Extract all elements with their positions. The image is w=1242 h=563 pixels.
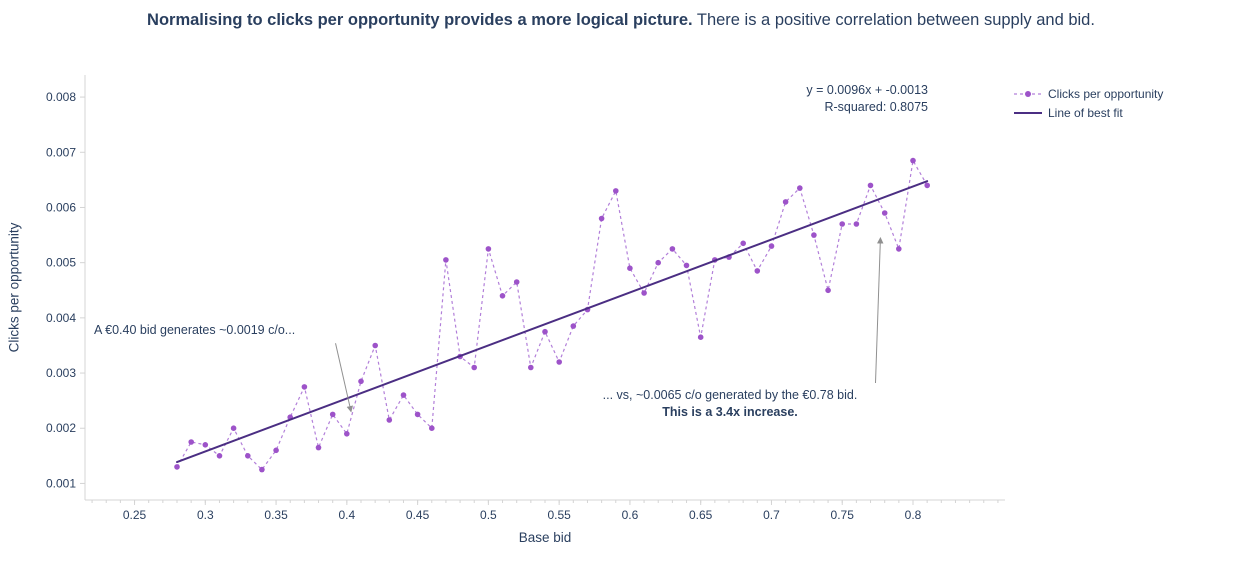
svg-text:0.6: 0.6 bbox=[622, 508, 639, 522]
svg-text:0.65: 0.65 bbox=[689, 508, 713, 522]
svg-text:0.001: 0.001 bbox=[46, 476, 76, 490]
svg-text:0.003: 0.003 bbox=[46, 366, 76, 380]
chart-title-emphasis: Normalising to clicks per opportunity pr… bbox=[147, 11, 693, 29]
best-fit-stats-annotation: y = 0.0096x + -0.0013 R-squared: 0.8075 bbox=[806, 82, 928, 116]
svg-text:0.008: 0.008 bbox=[46, 90, 76, 104]
svg-text:0.75: 0.75 bbox=[831, 508, 855, 522]
legend-item-line-of-best-fit[interactable]: Line of best fit bbox=[1013, 103, 1163, 122]
svg-text:0.45: 0.45 bbox=[406, 508, 430, 522]
low-bid-annotation: A €0.40 bid generates ~0.0019 c/o... bbox=[94, 323, 296, 337]
svg-text:0.007: 0.007 bbox=[46, 145, 76, 159]
legend-label-clicks-per-opportunity: Clicks per opportunity bbox=[1048, 86, 1164, 101]
svg-text:0.55: 0.55 bbox=[547, 508, 571, 522]
svg-text:0.25: 0.25 bbox=[123, 508, 147, 522]
legend: Clicks per opportunity Line of best fit bbox=[1013, 84, 1163, 122]
svg-text:0.3: 0.3 bbox=[197, 508, 214, 522]
legend-item-clicks-per-opportunity[interactable]: Clicks per opportunity bbox=[1013, 84, 1163, 103]
svg-text:0.005: 0.005 bbox=[46, 256, 76, 270]
dashed-line-marker-swatch-icon bbox=[1014, 90, 1042, 97]
chart-title: Normalising to clicks per opportunity pr… bbox=[0, 11, 1242, 30]
high-bid-annotation: ... vs, ~0.0065 c/o generated by the €0.… bbox=[575, 387, 885, 420]
equation-text: y = 0.0096x + -0.0013 bbox=[806, 83, 928, 97]
legend-label-line-of-best-fit: Line of best fit bbox=[1048, 105, 1123, 120]
svg-text:0.7: 0.7 bbox=[763, 508, 780, 522]
y-axis-label: Clicks per opportunity bbox=[6, 222, 22, 353]
solid-line-swatch-icon bbox=[1014, 111, 1042, 114]
svg-text:0.002: 0.002 bbox=[46, 421, 76, 435]
high-bid-annotation-line1: ... vs, ~0.0065 c/o generated by the €0.… bbox=[602, 388, 858, 402]
chart-title-subtitle: There is a positive correlation between … bbox=[696, 11, 1095, 29]
svg-text:0.35: 0.35 bbox=[264, 508, 288, 522]
svg-text:0.4: 0.4 bbox=[339, 508, 356, 522]
svg-text:0.006: 0.006 bbox=[46, 200, 76, 214]
r-squared-text: R-squared: 0.8075 bbox=[824, 99, 928, 114]
svg-text:0.8: 0.8 bbox=[905, 508, 922, 522]
svg-text:0.004: 0.004 bbox=[46, 311, 76, 325]
x-axis-label: Base bid bbox=[518, 530, 572, 545]
high-bid-annotation-line2: This is a 3.4x increase. bbox=[662, 404, 798, 419]
svg-text:0.5: 0.5 bbox=[480, 508, 497, 522]
